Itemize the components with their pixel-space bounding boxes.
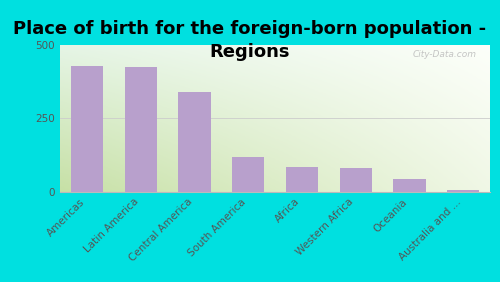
- Bar: [232, 157, 264, 192]
- Text: Place of birth for the foreign-born population -
Regions: Place of birth for the foreign-born popu…: [14, 20, 486, 61]
- Bar: [71, 66, 103, 192]
- Bar: [286, 167, 318, 192]
- Text: City-Data.com: City-Data.com: [413, 50, 477, 59]
- Bar: [124, 67, 157, 192]
- Bar: [340, 168, 372, 192]
- Bar: [178, 92, 210, 192]
- Bar: [393, 179, 426, 192]
- Bar: [447, 190, 479, 192]
